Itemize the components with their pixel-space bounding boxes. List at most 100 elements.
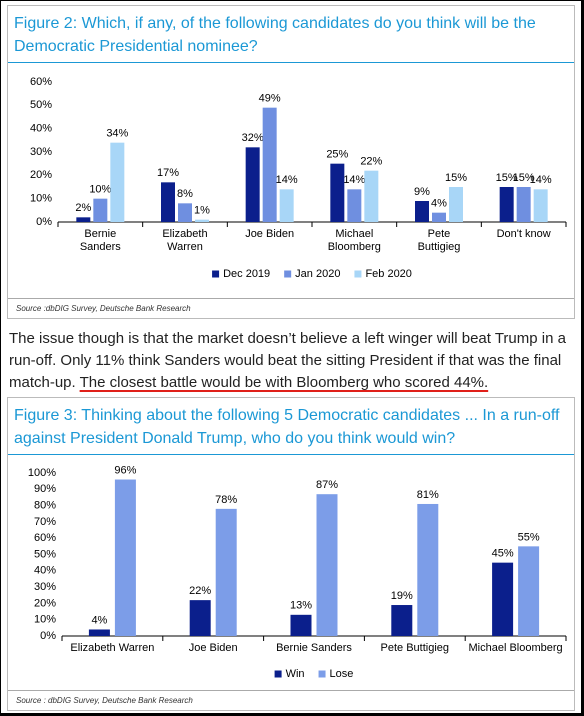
value-label: 2%: [75, 202, 91, 214]
bar: [516, 187, 531, 222]
source: Source :dbDIG Survey, Deutsche Bank Rese…: [16, 304, 191, 313]
value-label: 4%: [431, 198, 447, 210]
bar: [518, 546, 540, 636]
y-tick-label: 10%: [34, 614, 56, 626]
legend-label: Jan 2020: [295, 268, 340, 280]
source: Source : dbDIG Survey, Deutsche Bank Res…: [16, 696, 193, 705]
figure: Figure 2: Which, if any, of the followin…: [7, 5, 575, 319]
figure-title: Figure 3: Thinking about the following 5…: [14, 407, 560, 447]
highlight: The closest battle would be with Bloombe…: [79, 374, 489, 391]
legend-label: Feb 2020: [365, 268, 411, 280]
x-tick-label-box: Michael Bloomberg: [327, 228, 381, 253]
legend-swatch: [354, 270, 362, 278]
value-label: 14%: [276, 174, 298, 186]
bar: [279, 189, 294, 222]
x-tick-label-box: Pete Buttigieg: [381, 642, 450, 654]
x-tick-label-box: Joe Biden: [188, 642, 238, 654]
title-rule: [8, 454, 574, 455]
title-rule: [8, 62, 574, 63]
value-label: 1%: [194, 205, 210, 217]
value-label: 14%: [530, 174, 552, 186]
y-tick-label: 60%: [34, 532, 56, 544]
legend-swatch: [284, 270, 292, 278]
x-tick-label-box: Joe Biden: [245, 228, 294, 240]
y-tick-label: 40%: [34, 565, 56, 577]
value-label: 8%: [177, 188, 193, 200]
value-label: 49%: [259, 93, 281, 105]
figure: Figure 3: Thinking about the following 5…: [7, 397, 575, 711]
value-label: 87%: [316, 479, 338, 491]
y-tick-label: 20%: [30, 169, 52, 181]
bar: [114, 479, 136, 636]
bar: [499, 187, 514, 222]
legend-swatch: [318, 670, 326, 678]
bar: [178, 203, 192, 222]
y-tick-label: 20%: [34, 597, 56, 609]
x-tick-label: Don't know: [496, 228, 551, 240]
x-tick-label: Bernie Sanders: [276, 642, 352, 654]
x-tick-label-box: Elizabeth Warren: [162, 228, 207, 253]
bar: [391, 605, 413, 636]
bar: [347, 189, 362, 222]
bar: [195, 219, 209, 222]
bar: [316, 494, 338, 636]
y-tick-label: 0%: [40, 630, 56, 642]
bar: [215, 508, 237, 636]
value-label: 96%: [114, 464, 136, 476]
x-tick-label-box: Bernie Sanders: [276, 642, 352, 654]
value-label: 45%: [492, 548, 514, 560]
source-rule: [8, 690, 574, 691]
y-tick-label: 80%: [34, 500, 56, 512]
value-label: 9%: [414, 186, 430, 198]
value-label: 78%: [215, 494, 237, 506]
x-tick-label: Michael Bloomberg: [468, 642, 563, 654]
bar: [110, 142, 125, 222]
x-tick-label: Elizabeth Warren: [70, 642, 155, 654]
y-tick-label: 30%: [30, 146, 52, 158]
bar: [330, 163, 345, 222]
x-tick-label-box: Elizabeth Warren: [70, 642, 155, 654]
chart: 0% 10% 20% 30% 40% 50% 60% 70% 80% 90% 100% Elizabe…: [28, 464, 567, 680]
x-tick-label: Joe Biden: [188, 642, 238, 654]
paragraph-text: The issue though is that the market does…: [9, 330, 566, 391]
bar: [88, 629, 110, 636]
value-label: 55%: [518, 531, 540, 543]
source-rule: [8, 298, 574, 299]
value-label: 14%: [343, 174, 365, 186]
figure-title: Figure 2: Which, if any, of the followin…: [14, 15, 536, 55]
value-label: 19%: [391, 590, 413, 602]
bar: [415, 201, 429, 222]
bar: [449, 187, 463, 222]
legend-swatch: [212, 270, 220, 278]
y-tick-label: 50%: [34, 548, 56, 560]
legend-label: Win: [286, 668, 305, 680]
x-tick-label: Michael Bloomberg: [327, 228, 381, 253]
y-tick-label: 60%: [30, 76, 52, 88]
bar: [364, 170, 379, 222]
legend-label: Lose: [330, 668, 354, 680]
paragraph: The issue though is that the market does…: [9, 328, 575, 394]
y-tick-label: 10%: [30, 193, 52, 205]
chart: 0% 10% 20% 30% 40% 50% 60% Bernie Sanders 2% 10% 3…: [30, 76, 567, 280]
bar: [93, 198, 108, 222]
value-label: 81%: [417, 489, 439, 501]
y-tick-label: 0%: [36, 216, 52, 228]
x-tick-label-box: Michael Bloomberg: [468, 642, 563, 654]
value-label: 25%: [326, 149, 348, 161]
value-label: 22%: [189, 585, 211, 597]
y-tick-label: 70%: [34, 516, 56, 528]
value-label: 13%: [290, 600, 312, 612]
value-label: 32%: [242, 132, 264, 144]
bar: [290, 614, 312, 636]
bar: [417, 503, 439, 636]
value-label: 17%: [157, 167, 179, 179]
value-label: 10%: [89, 184, 111, 196]
bar: [76, 217, 91, 222]
x-tick-label: Bernie Sanders: [79, 228, 121, 253]
bar: [432, 212, 446, 222]
x-tick-label-box: Pete Buttigieg: [418, 228, 461, 253]
bar: [161, 182, 175, 222]
y-tick-label: 50%: [30, 99, 52, 111]
bar: [492, 562, 514, 636]
